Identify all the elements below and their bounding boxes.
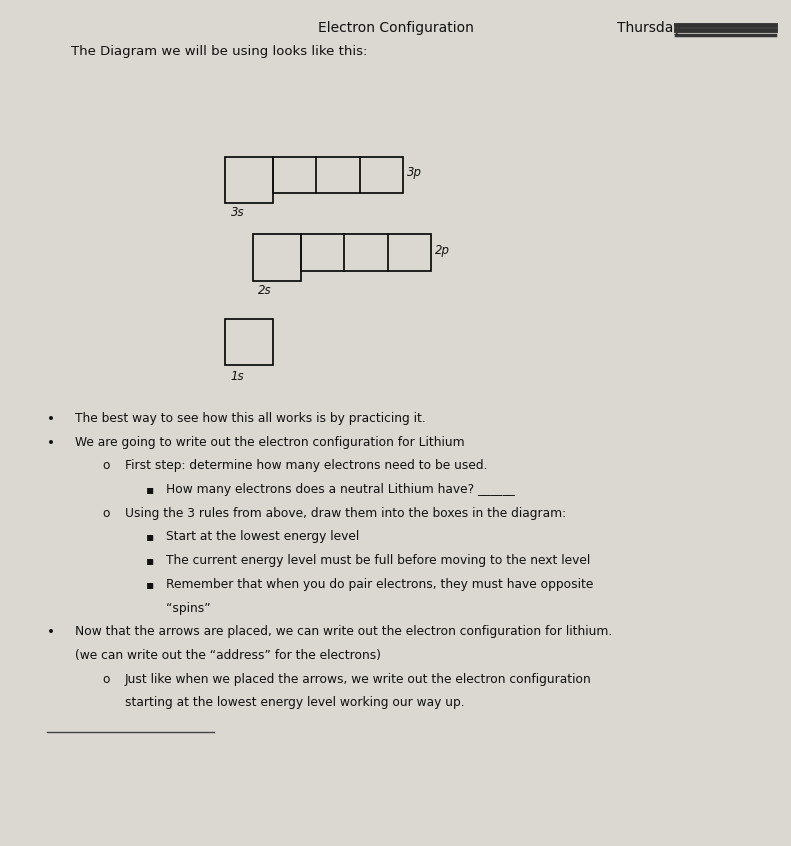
Bar [225,319,273,365]
Text: 1s: 1s [230,370,244,382]
Text: “spins”: “spins” [166,602,210,614]
Text: First step: determine how many electrons need to be used.: First step: determine how many electrons… [125,459,487,472]
Text: •: • [47,625,55,640]
Text: Now that the arrows are placed, we can write out the electron configuration for : Now that the arrows are placed, we can w… [75,625,612,638]
Text: o: o [103,673,110,685]
Text: starting at the lowest energy level working our way up.: starting at the lowest energy level work… [125,696,464,709]
Text: ▪: ▪ [146,554,154,567]
Text: ▪: ▪ [146,483,154,496]
Text: o: o [103,507,110,519]
Text: The Diagram we will be using looks like this:: The Diagram we will be using looks like … [71,45,368,58]
Text: The current energy level must be full before moving to the next level: The current energy level must be full be… [166,554,590,567]
Text: 2s: 2s [258,284,272,297]
Text: The best way to see how this all works is by practicing it.: The best way to see how this all works i… [75,412,426,425]
Text: 3p: 3p [407,166,422,179]
Text: 2p: 2p [435,244,450,257]
Text: Using the 3 rules from above, draw them into the boxes in the diagram:: Using the 3 rules from above, draw them … [125,507,566,519]
Text: Thursday:: Thursday: [617,21,685,36]
Text: How many electrons does a neutral Lithium have? ______: How many electrons does a neutral Lithiu… [166,483,515,496]
Text: •: • [47,412,55,426]
Bar [253,234,301,281]
Text: Remember that when you do pair electrons, they must have opposite: Remember that when you do pair electrons… [166,578,593,591]
Text: ▪: ▪ [146,530,154,543]
Bar [225,157,273,203]
Text: Just like when we placed the arrows, we write out the electron configuration: Just like when we placed the arrows, we … [125,673,592,685]
Text: Electron Configuration: Electron Configuration [317,21,474,36]
Text: o: o [103,459,110,472]
Text: Start at the lowest energy level: Start at the lowest energy level [166,530,359,543]
Text: (we can write out the “address” for the electrons): (we can write out the “address” for the … [75,649,381,662]
Text: We are going to write out the electron configuration for Lithium: We are going to write out the electron c… [75,436,465,448]
Text: •: • [47,436,55,450]
Text: 3s: 3s [230,206,244,219]
Bar [273,157,403,193]
Text: ▪: ▪ [146,578,154,591]
Bar [301,234,431,271]
